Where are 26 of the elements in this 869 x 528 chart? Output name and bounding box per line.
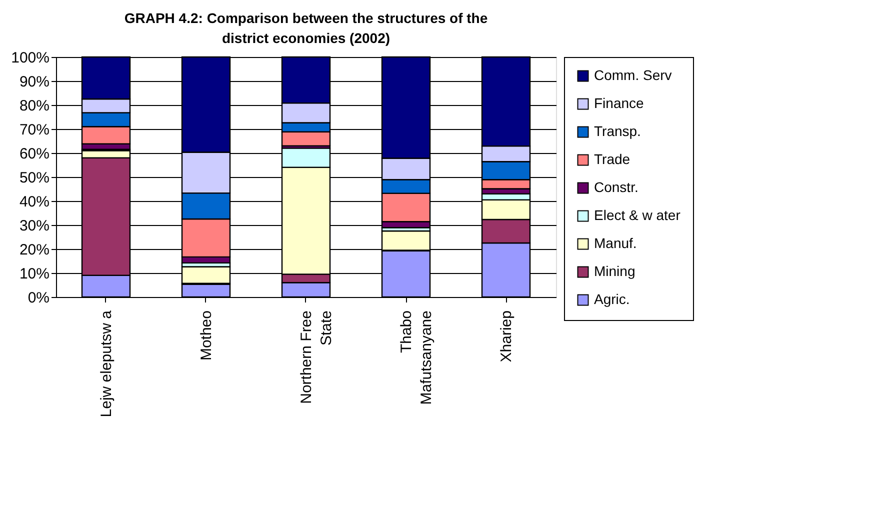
- legend-label: Manuf.: [594, 235, 637, 251]
- legend-label: Constr.: [594, 179, 638, 195]
- x-tick-label: Northern Free State: [298, 310, 335, 404]
- legend-label: Transp.: [594, 123, 641, 139]
- y-tick-label: 0%: [28, 290, 50, 306]
- legend-label: Trade: [594, 151, 630, 167]
- legend-label: Finance: [594, 95, 644, 111]
- legend-label: Agric.: [594, 291, 630, 307]
- x-tick-label: Xhariep: [498, 310, 515, 362]
- chart-title: GRAPH 4.2: Comparison between the structures of the district economies (2002): [124, 10, 488, 46]
- y-tick-label: 70%: [19, 122, 50, 138]
- x-tick-label: Thabo Mafutsanyane: [398, 310, 435, 405]
- y-tick-label: 90%: [19, 74, 50, 90]
- y-tick-label: 30%: [19, 218, 50, 234]
- y-tick-label: 60%: [19, 146, 50, 162]
- legend-label: Mining: [594, 263, 636, 279]
- y-tick-label: 50%: [19, 170, 50, 186]
- legend-label: Elect & w ater: [594, 207, 681, 223]
- y-tick-label: 20%: [19, 242, 50, 258]
- legend-label: Comm. Serv: [594, 67, 672, 83]
- y-tick-label: 100%: [11, 50, 50, 66]
- x-tick-label: Lejw eleputsw a: [98, 310, 115, 418]
- y-tick-label: 40%: [19, 194, 50, 210]
- y-tick-label: 80%: [19, 98, 50, 114]
- y-tick-label: 10%: [19, 266, 50, 282]
- x-tick-label: Motheo: [198, 310, 215, 361]
